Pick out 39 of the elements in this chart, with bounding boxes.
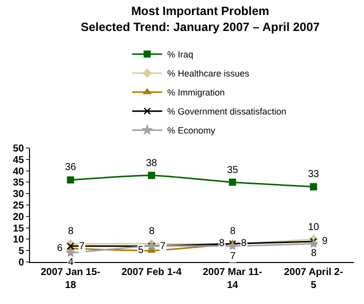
data-label: 8 <box>68 226 74 237</box>
y-tick-label: 10 <box>12 234 24 246</box>
x-tick-label: 2007 Feb 1-4 <box>121 267 182 278</box>
x-tick-label: 2007 Jan 15-18 <box>40 267 100 291</box>
data-label: 8 <box>230 226 236 237</box>
y-tick-label: 15 <box>12 223 24 234</box>
data-label: 8 <box>241 238 247 249</box>
y-tick-label: 50 <box>12 144 24 154</box>
data-label: 9 <box>322 236 328 247</box>
data-label: 6 <box>57 243 63 254</box>
legend-label: % Iraq <box>167 50 194 60</box>
data-label: 7 <box>230 251 236 262</box>
x-tick-label: 2007 April 2-5 <box>284 267 344 291</box>
data-label: 10 <box>308 222 320 233</box>
data-label: 7 <box>160 241 166 252</box>
y-tick-label: 0 <box>18 258 24 268</box>
legend-label: % Government dissatisfaction <box>167 106 286 117</box>
y-tick-label: 45 <box>12 154 24 166</box>
chart-title: Most Important Problem Selected Trend: January 2007 – April 2007 <box>80 4 320 34</box>
data-label: 7 <box>79 241 85 252</box>
data-label: 35 <box>227 165 239 176</box>
y-tick-label: 5 <box>18 246 24 258</box>
data-label: 38 <box>146 158 158 169</box>
y-tick-label: 30 <box>12 189 24 200</box>
legend-label: % Immigration <box>167 88 225 98</box>
data-label: 5 <box>138 245 144 256</box>
legend-label: % Healthcare issues <box>167 68 250 79</box>
y-tick-label: 20 <box>12 212 24 223</box>
x-tick-label: 2007 Mar 11-14 <box>202 267 262 291</box>
y-tick-label: 35 <box>12 178 24 189</box>
data-label: 36 <box>65 162 77 173</box>
data-label: 4 <box>68 257 74 268</box>
y-tick-label: 25 <box>12 200 24 212</box>
data-label: 33 <box>308 169 320 180</box>
data-label: 8 <box>311 248 317 259</box>
data-label: 8 <box>149 226 155 237</box>
data-label: 8 <box>219 238 225 249</box>
y-tick-label: 40 <box>12 166 24 178</box>
legend-label: % Economy <box>167 126 216 136</box>
